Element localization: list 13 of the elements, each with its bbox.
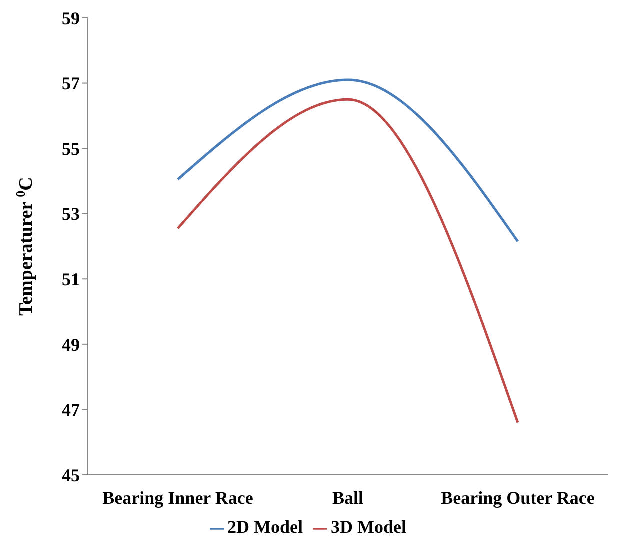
x-tick-label: Ball	[332, 488, 364, 508]
y-tick-label: 55	[62, 138, 80, 159]
x-tick-label: Bearing Inner Race	[102, 488, 254, 508]
x-tick-label: Bearing Outer Race	[441, 488, 595, 508]
legend-label: 2D Model	[228, 517, 303, 537]
y-tick-label: 47	[62, 400, 80, 420]
y-tick-label: 45	[62, 465, 80, 486]
y-tick-label: 49	[62, 334, 80, 355]
y-tick-label: 57	[62, 74, 80, 94]
legend-label: 3D Model	[331, 517, 406, 537]
y-tick-label: 59	[62, 8, 80, 28]
y-tick-label: 51	[62, 270, 80, 290]
y-tick-label: 53	[62, 204, 80, 224]
